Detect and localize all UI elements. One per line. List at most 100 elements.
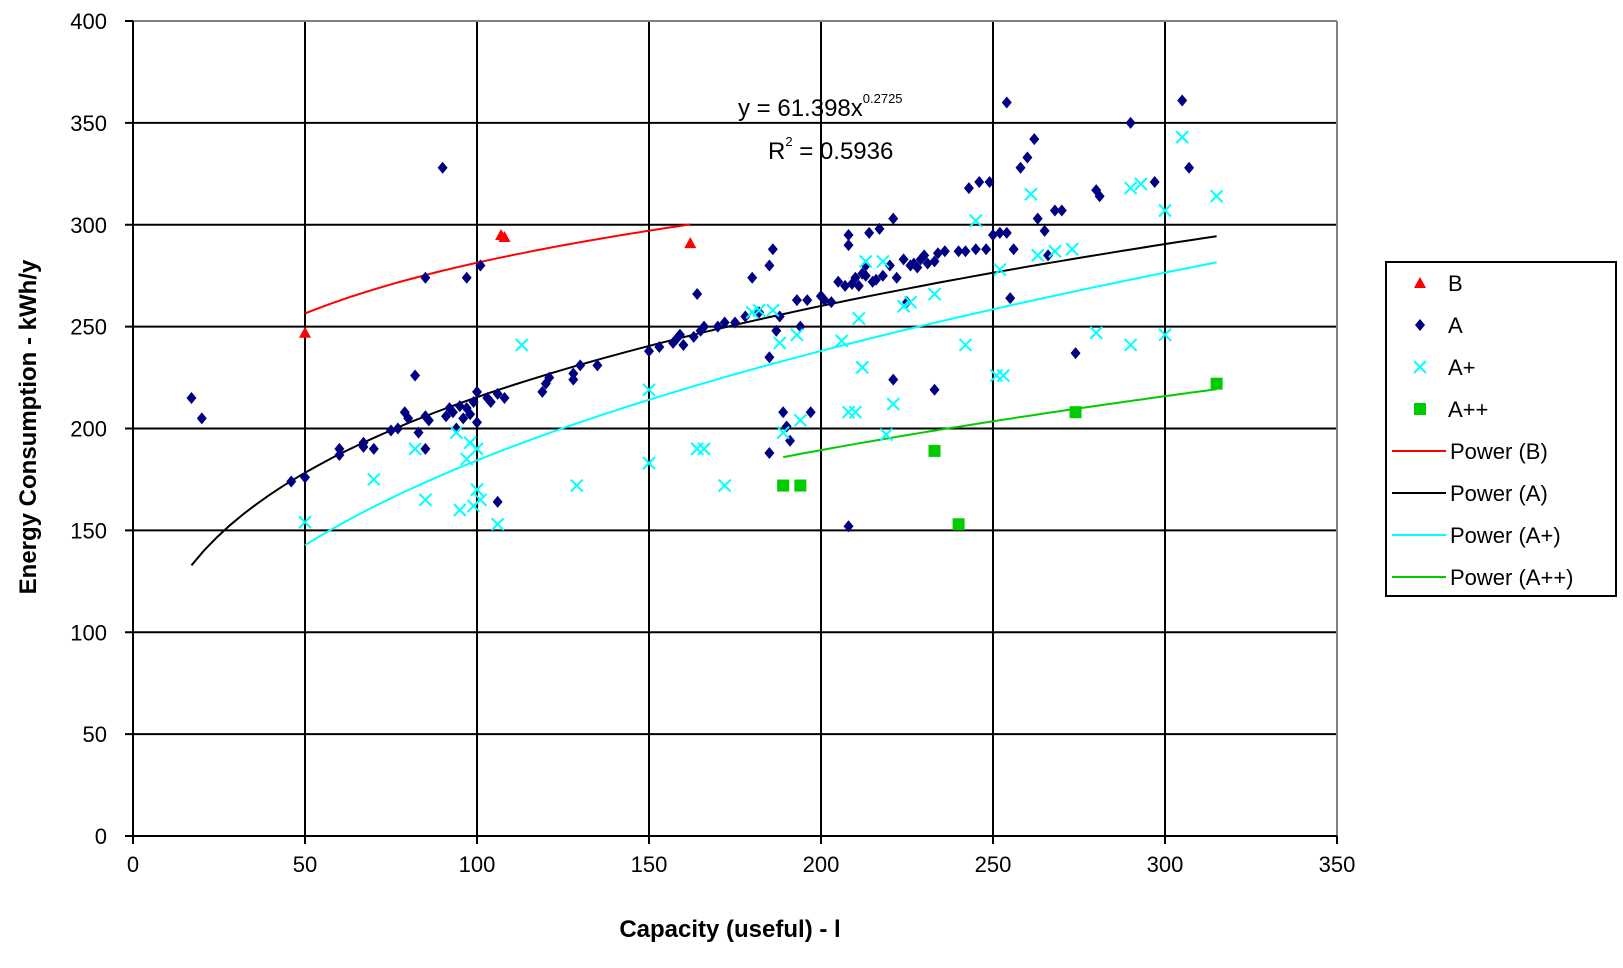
point-series-a	[1177, 94, 1188, 107]
point-series-a	[802, 294, 813, 307]
point-series-aplus	[927, 287, 942, 301]
point-series-a	[850, 271, 861, 284]
x-marker-stroke	[903, 295, 918, 309]
legend-label-power-b: Power (B)	[1450, 439, 1548, 464]
x-marker-stroke	[642, 456, 656, 470]
x-marker-stroke	[1024, 187, 1038, 201]
point-series-aplus	[1089, 326, 1103, 340]
svg-text:y = 61.398x0.2725: y = 61.398x0.2725	[738, 91, 903, 122]
point-series-a	[286, 475, 297, 488]
point-series-a	[568, 373, 579, 386]
point-series-a	[699, 320, 710, 333]
point-series-a	[1015, 161, 1026, 174]
point-series-a	[492, 495, 503, 508]
x-marker-stroke	[790, 328, 804, 342]
point-series-aplus	[690, 442, 704, 456]
point-series-a	[592, 359, 603, 372]
x-marker-stroke	[298, 515, 312, 529]
x-marker-stroke	[1065, 242, 1079, 256]
point-series-aplus	[642, 456, 656, 470]
x-marker-stroke	[896, 299, 911, 313]
point-series-a	[774, 310, 785, 323]
x-tick-label: 100	[459, 852, 496, 877]
point-series-aplus	[1065, 242, 1079, 256]
legend-label-a: A	[1448, 313, 1463, 338]
legend-box	[1385, 261, 1617, 597]
point-series-aplus	[1123, 338, 1138, 352]
point-series-a	[970, 243, 981, 256]
x-marker-stroke	[367, 472, 381, 487]
legend-marker-a	[1415, 319, 1425, 331]
point-series-aplus	[1123, 181, 1138, 195]
point-series-a	[843, 239, 854, 252]
point-series-a	[420, 271, 431, 284]
point-series-aplus	[896, 299, 911, 313]
point-series-a	[674, 328, 685, 341]
point-series-a	[764, 259, 775, 272]
y-tick-label: 100	[70, 620, 107, 645]
point-series-a	[458, 412, 469, 425]
point-series-aplus	[773, 336, 787, 350]
point-series-aplus	[298, 515, 312, 529]
point-series-a	[888, 212, 899, 225]
tick-labels: 0 50 100 150 200 250 300 350 400 0 50 100 150 200 250 3…	[70, 9, 1355, 877]
point-series-a	[678, 338, 689, 351]
point-series-aplus	[841, 405, 856, 419]
point-series-aplus	[490, 517, 505, 531]
x-marker-stroke	[855, 360, 869, 375]
point-series-aplus	[367, 472, 381, 487]
point-series-a	[485, 396, 496, 409]
point-series-aplus	[776, 425, 790, 440]
point-series-a	[994, 226, 1005, 239]
y-tick-label: 300	[70, 213, 107, 238]
legend-label-b: B	[1448, 271, 1463, 296]
point-series-a	[1049, 204, 1060, 217]
x-marker-stroke	[642, 383, 656, 397]
x-marker-stroke	[453, 503, 467, 517]
point-series-a	[877, 269, 888, 282]
y-tick-label: 350	[70, 111, 107, 136]
point-series-aplus	[996, 368, 1011, 383]
point-series-a	[888, 373, 899, 386]
point-series-aplus	[834, 334, 849, 348]
equation-text: y = 61.398x	[738, 95, 863, 122]
point-series-aplus	[848, 405, 863, 419]
point-series-a	[922, 257, 933, 270]
legend: BA A+ A++ Power (B) Power (A) Power (A+) Power…	[1385, 261, 1617, 597]
point-series-a	[740, 310, 751, 323]
point-series-a	[1125, 116, 1136, 129]
point-series-a	[1043, 249, 1054, 262]
x-axis-title: Capacity (useful) - l	[619, 916, 840, 943]
r-squared-label: R	[768, 138, 785, 165]
point-series-a	[568, 367, 579, 380]
point-series-a	[1005, 292, 1016, 305]
point-series-aplus	[408, 442, 422, 456]
x-marker-stroke	[459, 452, 474, 466]
point-series-a	[781, 420, 792, 433]
point-series-a	[575, 359, 586, 372]
x-marker-stroke	[1158, 328, 1172, 342]
point-series-aplus	[879, 427, 894, 442]
x-tick-label: 150	[631, 852, 668, 877]
point-series-a	[1001, 226, 1012, 239]
point-series-a	[468, 396, 479, 409]
point-series-a	[451, 422, 462, 435]
point-series-aplus	[459, 452, 474, 466]
point-series-aplus	[766, 303, 780, 318]
point-series-aplus	[642, 383, 656, 397]
point-series-aplus	[993, 262, 1007, 277]
data-points	[186, 94, 1224, 533]
point-series-a	[884, 259, 895, 272]
x-marker-stroke	[1089, 326, 1103, 340]
point-series-a	[420, 442, 431, 455]
point-series-a	[771, 324, 782, 337]
point-series-aplus	[418, 493, 433, 507]
x-marker-stroke	[1209, 189, 1224, 203]
x-marker-stroke	[1134, 177, 1148, 191]
x-marker-stroke	[1413, 360, 1427, 374]
x-marker-stroke	[515, 338, 529, 352]
x-marker-stroke	[1048, 244, 1062, 258]
x-marker-stroke	[793, 413, 808, 428]
point-series-a	[300, 471, 310, 484]
